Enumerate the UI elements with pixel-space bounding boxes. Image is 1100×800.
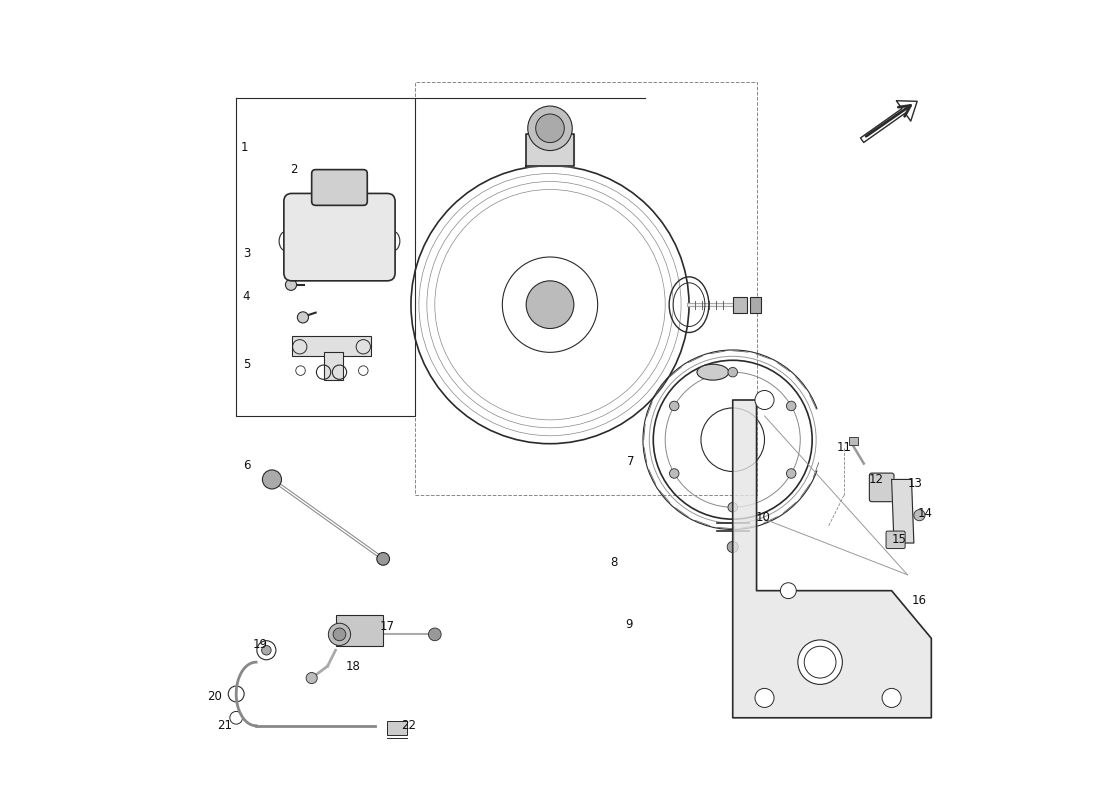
Ellipse shape bbox=[697, 364, 728, 380]
Text: 12: 12 bbox=[868, 473, 883, 486]
Circle shape bbox=[914, 510, 925, 521]
FancyBboxPatch shape bbox=[887, 531, 905, 549]
Polygon shape bbox=[733, 400, 932, 718]
Text: 4: 4 bbox=[243, 290, 251, 303]
Circle shape bbox=[286, 279, 297, 290]
Bar bbox=[387, 721, 407, 735]
Text: 5: 5 bbox=[243, 358, 250, 370]
Circle shape bbox=[728, 367, 737, 377]
Circle shape bbox=[306, 673, 317, 684]
Circle shape bbox=[528, 106, 572, 150]
Text: 21: 21 bbox=[217, 719, 232, 732]
Polygon shape bbox=[526, 134, 574, 166]
FancyBboxPatch shape bbox=[869, 473, 894, 502]
Text: 22: 22 bbox=[402, 719, 416, 732]
Text: 1: 1 bbox=[241, 141, 248, 154]
Bar bbox=[336, 614, 383, 646]
Circle shape bbox=[262, 646, 272, 655]
Bar bbox=[733, 297, 747, 313]
Circle shape bbox=[526, 281, 574, 329]
Text: 16: 16 bbox=[912, 594, 927, 606]
Circle shape bbox=[728, 502, 737, 512]
Text: 20: 20 bbox=[207, 690, 222, 703]
Circle shape bbox=[377, 553, 389, 566]
Circle shape bbox=[755, 390, 774, 410]
Text: 18: 18 bbox=[345, 660, 361, 673]
Circle shape bbox=[297, 312, 308, 323]
Text: 6: 6 bbox=[243, 458, 251, 472]
Text: 13: 13 bbox=[908, 477, 923, 490]
Bar bbox=[323, 352, 343, 380]
Text: 15: 15 bbox=[892, 533, 907, 546]
Circle shape bbox=[263, 470, 282, 489]
Polygon shape bbox=[892, 479, 914, 543]
Text: 9: 9 bbox=[626, 618, 634, 630]
Text: 17: 17 bbox=[379, 620, 395, 633]
Bar bbox=[849, 438, 858, 446]
Circle shape bbox=[333, 628, 345, 641]
Circle shape bbox=[329, 623, 351, 646]
Circle shape bbox=[670, 401, 679, 410]
Text: 7: 7 bbox=[627, 455, 635, 469]
Text: 10: 10 bbox=[756, 511, 770, 524]
Circle shape bbox=[727, 542, 738, 553]
Circle shape bbox=[786, 401, 796, 410]
Circle shape bbox=[786, 469, 796, 478]
Text: 2: 2 bbox=[290, 163, 298, 176]
Circle shape bbox=[798, 640, 843, 685]
FancyBboxPatch shape bbox=[284, 194, 395, 281]
Bar bbox=[750, 297, 761, 313]
Text: 19: 19 bbox=[253, 638, 267, 651]
Bar bbox=[292, 337, 372, 356]
Text: 11: 11 bbox=[836, 441, 851, 454]
Circle shape bbox=[670, 469, 679, 478]
Circle shape bbox=[536, 114, 564, 142]
Circle shape bbox=[882, 688, 901, 707]
Circle shape bbox=[429, 628, 441, 641]
Text: 14: 14 bbox=[917, 507, 933, 520]
Text: 8: 8 bbox=[609, 556, 617, 570]
Circle shape bbox=[780, 582, 796, 598]
FancyBboxPatch shape bbox=[311, 170, 367, 206]
Circle shape bbox=[755, 688, 774, 707]
Text: 3: 3 bbox=[243, 246, 250, 259]
